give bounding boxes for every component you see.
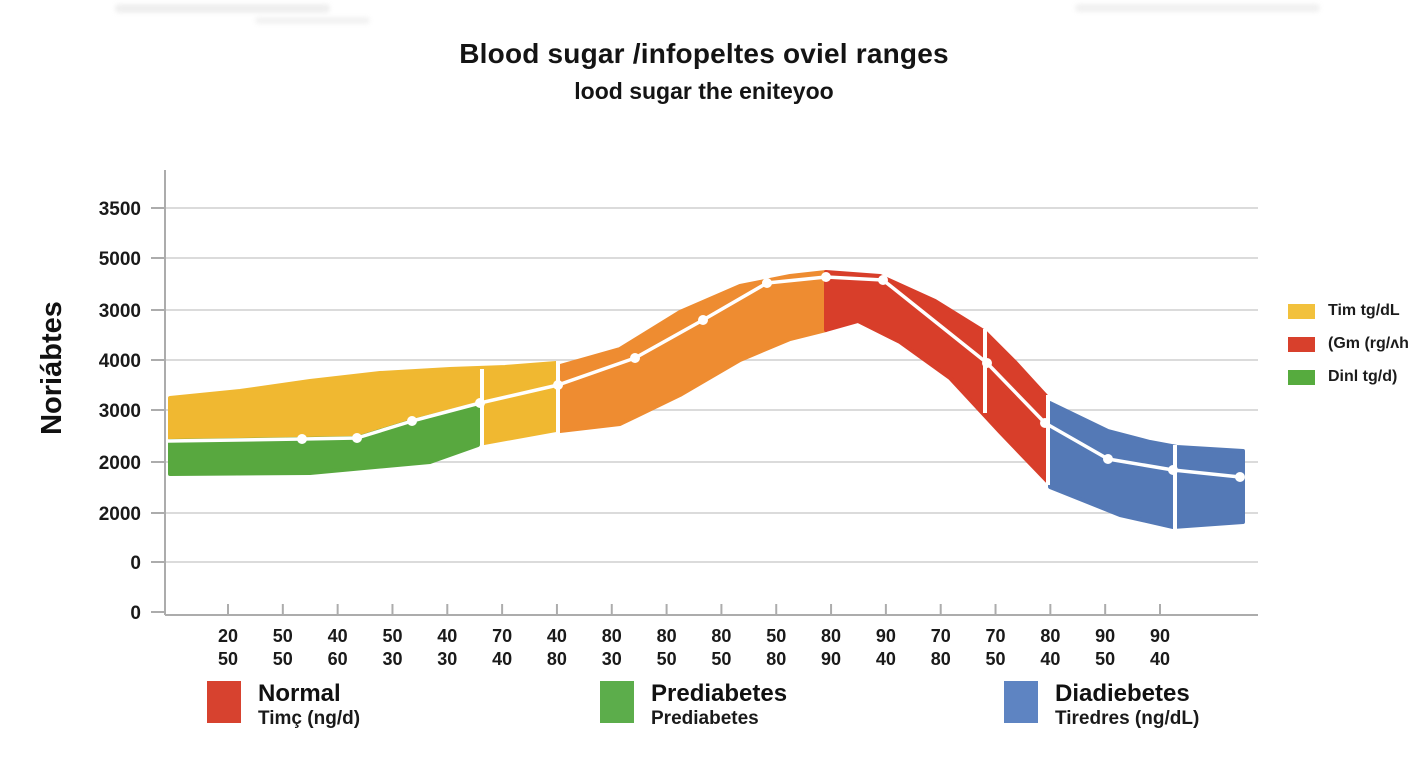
x-tick-label-top: 40 xyxy=(437,626,457,646)
x-tick-label-bottom: 30 xyxy=(437,649,457,669)
x-tick-label-top: 80 xyxy=(821,626,841,646)
x-tick-label-bottom: 40 xyxy=(876,649,896,669)
x-tick-label-top: 80 xyxy=(657,626,677,646)
legend-text: Normal Timç (ng/d) xyxy=(258,681,360,731)
x-tick-label-top: 40 xyxy=(547,626,567,646)
y-tick-label: 2000 xyxy=(99,453,141,474)
x-tick-label-bottom: 50 xyxy=(657,649,677,669)
y-tick-label: 3000 xyxy=(99,401,141,422)
x-tick-label-top: 90 xyxy=(1150,626,1170,646)
chart-subtitle: lood sugar the eniteyoo xyxy=(574,78,834,104)
y-tick-label: 2000 xyxy=(99,504,141,525)
data-line xyxy=(166,275,1242,479)
data-point-marker xyxy=(407,416,417,426)
red-band xyxy=(824,270,1049,483)
x-tick-label-bottom: 60 xyxy=(328,649,348,669)
data-point-marker xyxy=(821,272,831,282)
data-point-marker xyxy=(1235,472,1245,482)
legend-subtitle: Prediabetes xyxy=(651,708,759,729)
data-point-marker xyxy=(878,275,888,285)
legend-title: Prediabetes xyxy=(651,680,788,707)
legend-bottom-item: Normal Timç (ng/d) xyxy=(207,681,360,731)
x-tick-label-top: 80 xyxy=(1040,626,1060,646)
legend-title: Diadiebetes xyxy=(1055,680,1190,707)
legend-swatch xyxy=(1288,369,1315,385)
data-point-marker xyxy=(352,433,362,443)
legend-subtitle: Timç (ng/d) xyxy=(258,708,361,729)
y-tick-label: 5000 xyxy=(99,249,141,270)
x-tick-label-top: 70 xyxy=(931,626,951,646)
legend-swatch xyxy=(1288,336,1315,352)
x-tick-label-bottom: 80 xyxy=(766,649,786,669)
x-tick-label-top: 90 xyxy=(1095,626,1115,646)
artifact-smudge xyxy=(255,17,370,24)
x-tick-label-top: 80 xyxy=(602,626,622,646)
legend-text: Prediabetes Prediabetes xyxy=(651,681,787,731)
data-point-marker xyxy=(1040,418,1050,428)
data-point-marker xyxy=(630,353,640,363)
x-tick-label-bottom: 40 xyxy=(1040,649,1060,669)
data-point-marker xyxy=(553,380,563,390)
data-point-marker xyxy=(297,434,307,444)
x-tick-label-top: 50 xyxy=(766,626,786,646)
legend-text: Diadiebetes Tiredres (ng/dL) xyxy=(1055,681,1199,731)
orange-band xyxy=(558,270,828,433)
x-tick-label-bottom: 30 xyxy=(382,649,402,669)
legend-title: Normal xyxy=(258,680,341,707)
legend-swatch xyxy=(600,681,634,723)
x-tick-label-bottom: 50 xyxy=(986,649,1006,669)
legend-right-item: (Gm (rg/ʌh) xyxy=(1288,335,1408,353)
yellow-band xyxy=(168,361,558,445)
legend-right-item: Tim tg/dL xyxy=(1288,302,1408,320)
legend-right: Tim tg/dL (Gm (rg/ʌh) Dinl tg/d) xyxy=(1288,302,1408,401)
x-tick-label-top: 50 xyxy=(273,626,293,646)
x-tick-label-top: 20 xyxy=(218,626,238,646)
x-tick-label-top: 80 xyxy=(711,626,731,646)
y-tick-label: 3500 xyxy=(99,199,141,220)
legend-right-item: Dinl tg/d) xyxy=(1288,368,1408,386)
data-point-marker xyxy=(698,315,708,325)
artifact-smudge xyxy=(1075,4,1320,12)
chart-title: Blood sugar /infopeltes oviel ranges xyxy=(459,38,949,69)
x-tick-label-bottom: 50 xyxy=(218,649,238,669)
x-tick-label-bottom: 50 xyxy=(273,649,293,669)
x-tick-label-bottom: 50 xyxy=(711,649,731,669)
legend-swatch xyxy=(207,681,241,723)
x-tick-label-top: 40 xyxy=(328,626,348,646)
x-tick-label-bottom: 30 xyxy=(602,649,622,669)
x-tick-label-top: 50 xyxy=(382,626,402,646)
x-tick-label-bottom: 80 xyxy=(931,649,951,669)
legend-bottom-item: Prediabetes Prediabetes xyxy=(600,681,787,731)
y-tick-label: 0 xyxy=(130,603,141,624)
x-tick-label-bottom: 80 xyxy=(547,649,567,669)
legend-swatch xyxy=(1004,681,1038,723)
legend-label: Dinl tg/d) xyxy=(1328,368,1398,385)
artifact-smudge xyxy=(115,4,330,13)
legend-subtitle: Tiredres (ng/dL) xyxy=(1055,708,1200,729)
x-tick-label-top: 70 xyxy=(492,626,512,646)
y-tick-label: 3000 xyxy=(99,301,141,322)
data-point-marker xyxy=(1168,465,1178,475)
x-tick-label-top: 70 xyxy=(986,626,1006,646)
data-point-marker xyxy=(762,278,772,288)
y-tick-label: 4000 xyxy=(99,351,141,372)
legend-label: Tim tg/dL xyxy=(1328,302,1400,319)
legend-bottom-item: Diadiebetes Tiredres (ng/dL) xyxy=(1004,681,1199,731)
x-tick-label-bottom: 40 xyxy=(492,649,512,669)
x-tick-label-bottom: 90 xyxy=(821,649,841,669)
legend-swatch xyxy=(1288,303,1315,319)
x-tick-label-bottom: 50 xyxy=(1095,649,1115,669)
data-point-marker xyxy=(475,398,485,408)
legend-label: (Gm (rg/ʌh) xyxy=(1328,335,1408,352)
x-tick-label-bottom: 40 xyxy=(1150,649,1170,669)
x-tick-label-top: 90 xyxy=(876,626,896,646)
data-point-marker xyxy=(1103,454,1113,464)
y-tick-label: 0 xyxy=(130,553,141,574)
data-point-marker xyxy=(982,358,992,368)
